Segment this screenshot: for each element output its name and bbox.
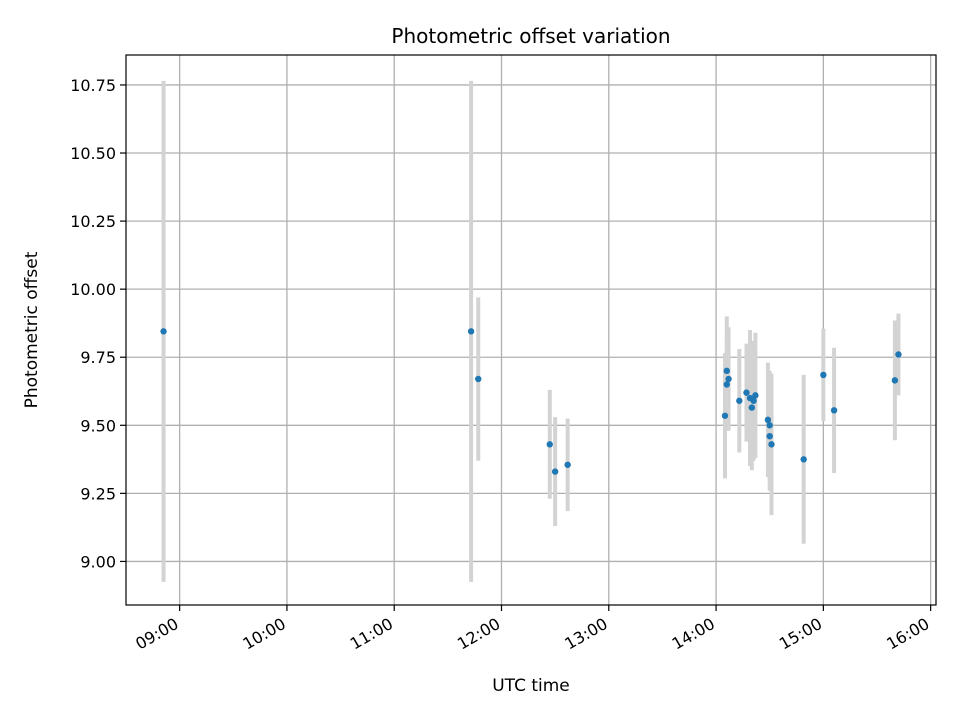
y-tick-label: 10.50 xyxy=(70,144,116,163)
data-point xyxy=(546,441,553,448)
chart-title: Photometric offset variation xyxy=(391,24,670,48)
data-points xyxy=(160,328,902,475)
data-point xyxy=(766,432,773,440)
y-tick-label: 9.75 xyxy=(80,348,116,367)
data-point xyxy=(750,397,757,404)
data-point xyxy=(467,328,475,335)
data-point xyxy=(766,422,773,429)
data-point xyxy=(895,351,902,358)
x-axis-label: UTC time xyxy=(492,676,570,696)
data-point xyxy=(830,407,838,414)
data-point xyxy=(551,468,559,475)
data-point xyxy=(820,371,827,379)
data-point xyxy=(752,392,759,399)
data-point xyxy=(743,389,750,396)
data-point xyxy=(475,375,482,383)
y-axis-label: Photometric offset xyxy=(22,251,42,408)
data-point xyxy=(736,397,743,404)
data-point xyxy=(723,367,730,375)
data-point xyxy=(764,416,772,424)
data-point xyxy=(721,412,729,419)
y-tick-label: 10.75 xyxy=(70,76,116,95)
y-tick-label: 10.25 xyxy=(70,212,116,231)
y-tick-label: 9.25 xyxy=(80,484,116,503)
y-axis-ticks: 9.00 9.25 9.50 9.75 10.00 10.25 10.50 10.75 xyxy=(70,76,126,571)
data-point xyxy=(891,377,899,384)
data-point xyxy=(725,375,732,383)
data-point xyxy=(160,328,167,335)
y-tick-label: 9.00 xyxy=(80,552,116,571)
plot-frame xyxy=(125,54,937,606)
grid-lines xyxy=(126,55,936,605)
data-point xyxy=(768,441,775,448)
data-point xyxy=(748,404,756,411)
y-tick-label: 9.50 xyxy=(80,416,116,435)
data-point xyxy=(564,461,571,468)
data-point xyxy=(723,381,730,388)
y-tick-label: 10.00 xyxy=(70,280,116,299)
data-point xyxy=(800,456,807,463)
